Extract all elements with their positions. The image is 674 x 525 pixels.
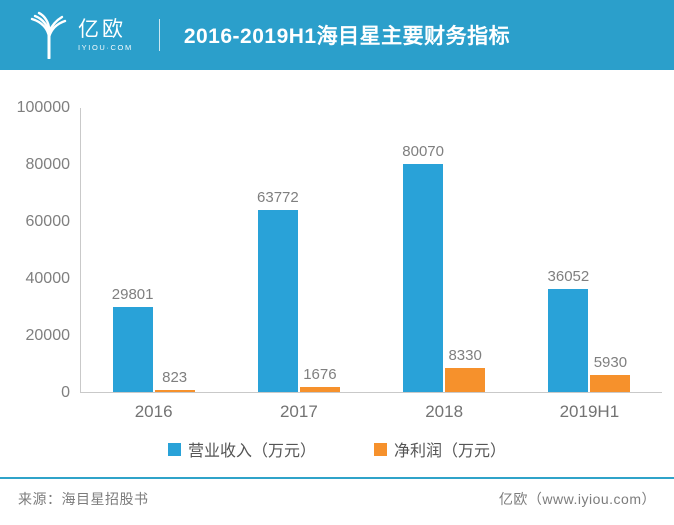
y-axis-tick-label: 80000 [25,156,71,173]
footer: 来源：海目星招股书 亿欧（www.iyiou.com） [0,477,674,525]
bar-value-label: 1676 [303,366,337,384]
bar-value-label: 29801 [111,286,154,304]
bar-group: 29801 823 2016 [81,108,226,421]
bar-value-label: 36052 [547,268,590,286]
x-axis-label: 2019H1 [559,402,620,421]
chart-title: 2016-2019H1海目星主要财务指标 [183,25,511,48]
legend-swatch-icon [374,442,387,456]
bar-group: 36052 5930 2019H1 [517,108,662,421]
logo-domain: IYIOU·COM [78,42,133,52]
chart-legend: 营业收入（万元） 净利润（万元） [0,437,674,461]
iyiou-logo-icon [28,11,70,59]
y-axis-tick-label: 0 [61,384,70,401]
y-axis-tick-label: 20000 [25,327,71,344]
legend-label: 净利润（万元） [394,443,507,460]
legend-item: 净利润（万元） [374,437,506,461]
profit-bar: 5930 [590,354,631,392]
profit-bar: 1676 [299,366,340,392]
bar-group: 80070 8330 2018 [372,108,517,421]
y-axis-tick-label: 100000 [16,99,70,116]
bar-value-label: 80070 [402,142,444,160]
plot-area: 29801 823 2016 63772 1676 2017 80070 8330 2018 36… [80,108,662,421]
legend-swatch-icon [167,442,181,456]
y-axis-tick-label: 60000 [25,213,71,230]
profit-bar: 823 [154,369,195,392]
bar-value-label: 8330 [448,347,482,365]
bar-value-label: 823 [162,368,188,386]
logo-brand: 亿欧 [78,17,126,41]
header-divider [158,19,160,51]
legend-label: 营业收入（万元） [187,443,316,460]
source-text: 来源：海目星招股书 [18,491,149,507]
x-axis-label: 2017 [279,402,318,421]
revenue-bar: 29801 [112,286,153,392]
profit-bar: 8330 [445,347,486,392]
revenue-bar: 36052 [548,268,589,392]
header-banner: 亿欧 IYIOU·COM 2016-2019H1海目星主要财务指标 [0,0,674,70]
bar-group: 63772 1676 2017 [226,108,371,421]
logo-text: 亿欧 IYIOU·COM [78,17,133,52]
credit-text: 亿欧（www.iyiou.com） [498,491,656,507]
revenue-bar: 80070 [402,143,444,392]
bar-value-label: 63772 [257,189,299,207]
x-axis-label: 2016 [134,402,173,421]
bar-chart: 0 20000 40000 60000 80000 100000 29801 823 2016… [0,70,674,477]
y-axis-tick-label: 40000 [25,270,71,287]
x-axis-label: 2018 [425,402,464,421]
revenue-bar: 63772 [257,189,299,392]
legend-item: 营业收入（万元） [167,437,316,461]
iyiou-logo: 亿欧 IYIOU·COM [28,11,133,59]
bar-value-label: 5930 [593,354,628,372]
